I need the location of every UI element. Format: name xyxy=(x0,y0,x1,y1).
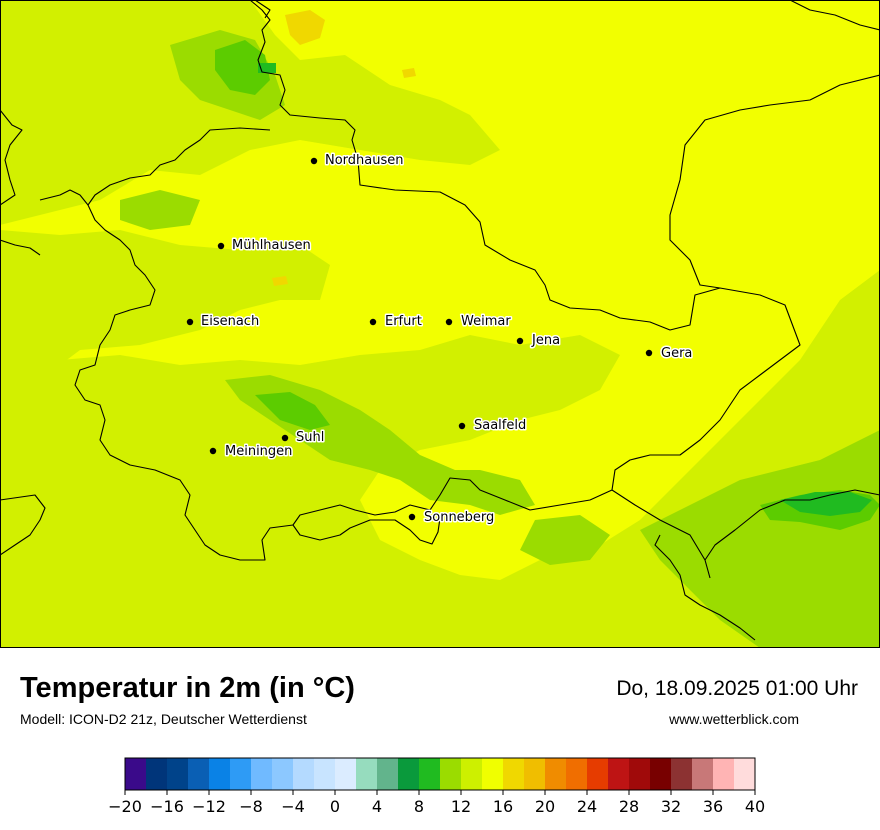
city-erfurt: Erfurt xyxy=(369,313,423,331)
legend-swatch xyxy=(377,758,399,790)
temperature-zone-cold xyxy=(258,63,872,516)
legend-tick-label: 36 xyxy=(703,797,723,816)
legend-swatch xyxy=(251,758,273,790)
state-borders xyxy=(0,0,880,641)
legend-tick-label: 16 xyxy=(493,797,513,816)
legend-swatch xyxy=(608,758,630,790)
legend-tick-label: 4 xyxy=(372,797,382,816)
legend-swatch xyxy=(692,758,714,790)
legend-swatch xyxy=(461,758,483,790)
legend-swatch xyxy=(629,758,651,790)
legend-tick-label: 12 xyxy=(451,797,471,816)
color-scale-legend: −20 −16 −12 −8 −4 0 4 8 12 16 20 24 28 32 36 40 xyxy=(108,757,765,816)
legend-tick-label: −8 xyxy=(239,797,263,816)
city-sonneberg: Sonneberg xyxy=(408,509,496,527)
legend-swatch xyxy=(146,758,168,790)
legend-swatch xyxy=(482,758,504,790)
legend-swatch xyxy=(545,758,567,790)
map-title: Temperatur in 2m (in °C) xyxy=(20,672,355,704)
city-markers: Nordhausen Mühlhausen Eisenach Erfurt We… xyxy=(186,152,694,527)
temperature-map: Nordhausen Mühlhausen Eisenach Erfurt We… xyxy=(0,0,880,648)
forecast-datetime: Do, 18.09.2025 01:00 Uhr xyxy=(616,677,858,700)
legend-tick-label: 20 xyxy=(535,797,555,816)
city-weimar: Weimar xyxy=(445,313,513,331)
legend-swatch xyxy=(125,758,147,790)
legend-ticks: −20 −16 −12 −8 −4 0 4 8 12 16 20 24 28 32 36 40 xyxy=(108,790,765,816)
legend-swatch xyxy=(293,758,315,790)
city-muehlhausen: Mühlhausen xyxy=(217,237,312,255)
city-nordhausen: Nordhausen xyxy=(310,152,405,170)
website-link[interactable]: www.wetterblick.com xyxy=(669,711,799,727)
legend-frame xyxy=(124,757,756,791)
legend-tick-label: −12 xyxy=(192,797,226,816)
legend-tick-label: 24 xyxy=(577,797,597,816)
legend-tick-label: −16 xyxy=(150,797,184,816)
city-label: Erfurt xyxy=(385,314,422,329)
city-label: Mühlhausen xyxy=(232,238,311,253)
legend-swatch xyxy=(524,758,546,790)
legend-swatch xyxy=(335,758,357,790)
legend-swatch xyxy=(356,758,378,790)
city-label: Meiningen xyxy=(225,444,292,459)
legend-swatch xyxy=(188,758,210,790)
city-suhl: Suhl xyxy=(281,429,326,447)
legend-swatch xyxy=(209,758,231,790)
city-label: Jena xyxy=(531,333,560,348)
legend-swatch xyxy=(566,758,588,790)
city-saalfeld: Saalfeld xyxy=(458,417,528,435)
city-eisenach: Eisenach xyxy=(186,313,261,331)
city-meiningen: Meiningen xyxy=(209,443,294,461)
legend-tick-label: 8 xyxy=(414,797,424,816)
legend-tick-label: 28 xyxy=(619,797,639,816)
legend-swatch xyxy=(167,758,189,790)
legend-swatch xyxy=(230,758,252,790)
legend-swatch xyxy=(314,758,336,790)
legend-swatch xyxy=(587,758,609,790)
legend-swatch xyxy=(503,758,525,790)
legend-swatch xyxy=(650,758,672,790)
legend-swatches xyxy=(125,758,756,790)
legend-tick-label: −20 xyxy=(108,797,142,816)
legend-tick-label: 40 xyxy=(745,797,765,816)
legend-swatch xyxy=(713,758,735,790)
legend-tick-label: 32 xyxy=(661,797,681,816)
legend-swatch xyxy=(419,758,441,790)
legend-tick-label: 0 xyxy=(330,797,340,816)
legend-swatch xyxy=(398,758,420,790)
city-gera: Gera xyxy=(645,345,694,363)
legend-swatch xyxy=(272,758,294,790)
legend-swatch xyxy=(734,758,756,790)
city-label: Suhl xyxy=(296,430,324,445)
city-label: Sonneberg xyxy=(424,510,494,525)
city-label: Weimar xyxy=(461,314,511,329)
temperature-zone-warm xyxy=(272,10,416,286)
legend-tick-label: −4 xyxy=(281,797,305,816)
city-label: Nordhausen xyxy=(325,153,404,168)
city-label: Eisenach xyxy=(201,314,259,329)
legend-swatch xyxy=(671,758,693,790)
model-source: Modell: ICON-D2 21z, Deutscher Wetterdie… xyxy=(20,711,307,727)
legend-swatch xyxy=(440,758,462,790)
city-label: Saalfeld xyxy=(474,418,526,433)
city-label: Gera xyxy=(661,346,692,361)
city-jena: Jena xyxy=(516,332,562,350)
temperature-zone-mid xyxy=(120,30,880,648)
